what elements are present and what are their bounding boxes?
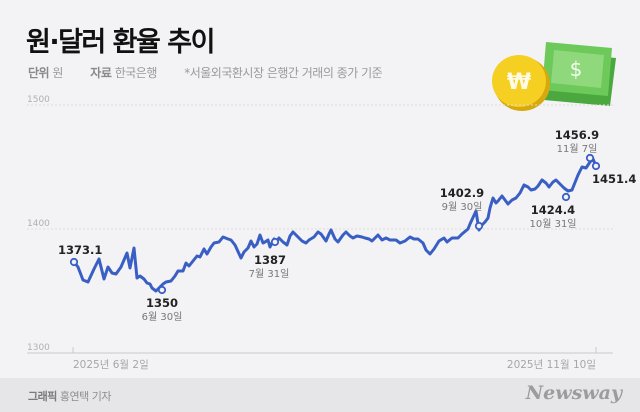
annotation-date-nov7: 11월 7일 xyxy=(557,143,598,155)
x-label-start: 2025년 6월 2일 xyxy=(73,358,149,371)
annotations: 1373.1 1350 6월 30일 1387 7월 31일 1402.9 9월… xyxy=(58,128,636,323)
gridlines xyxy=(27,104,613,354)
annotation-date-sep30: 9월 30일 xyxy=(442,201,483,213)
annotation-date-jul31: 7월 31일 xyxy=(249,268,290,280)
highlight-markers xyxy=(69,153,601,295)
currency-illustration: $ ₩ xyxy=(492,42,616,111)
dollar-bill-icon: $ xyxy=(542,42,616,106)
unit-label: 단위 xyxy=(28,66,50,80)
newsway-logo: Newsway xyxy=(525,382,622,404)
marker-jul31 xyxy=(270,237,280,247)
annotation-value-oct31: 1424.4 xyxy=(531,203,575,217)
exchange-rate-line xyxy=(72,157,598,293)
chart-meta: 단위 원 자료 한국은행 *서울외국환시장 은행간 거래의 종가 기준 xyxy=(28,64,394,81)
unit-value: 원 xyxy=(52,66,63,80)
annotation-value-jun30: 1350 xyxy=(146,296,178,310)
won-coin-icon: ₩ xyxy=(492,55,550,111)
source-label: 자료 xyxy=(90,66,112,80)
credit-name: 홍연택 기자 xyxy=(59,390,112,403)
x-label-end: 2025년 11월 10일 xyxy=(507,358,596,371)
svg-text:$: $ xyxy=(570,57,583,81)
annotation-value-end: 1451.4 xyxy=(592,172,636,186)
svg-text:₩: ₩ xyxy=(507,70,531,95)
annotation-value-start: 1373.1 xyxy=(58,243,102,257)
graphic-credit: 그래픽 홍연택 기자 xyxy=(28,388,111,404)
marker-sep30 xyxy=(474,221,484,231)
marker-jun30 xyxy=(157,285,167,295)
footer: 그래픽 홍연택 기자 Newsway xyxy=(0,378,640,412)
marker-nov7 xyxy=(585,153,595,163)
annotation-value-jul31: 1387 xyxy=(254,253,286,267)
y-tick-1400: 1400 xyxy=(27,219,50,229)
marker-start xyxy=(69,257,79,267)
marker-end xyxy=(591,161,601,171)
source-value: 한국은행 xyxy=(114,66,158,80)
marker-oct31 xyxy=(561,192,571,202)
source-note: *서울외국환시장 은행간 거래의 종가 기준 xyxy=(184,66,383,80)
y-tick-1500: 1500 xyxy=(27,95,50,105)
annotation-date-oct31: 10월 31일 xyxy=(529,218,576,230)
annotation-value-sep30: 1402.9 xyxy=(440,186,484,200)
page-title: 원·달러 환율 추이 xyxy=(26,27,215,58)
annotation-value-nov7: 1456.9 xyxy=(555,128,599,142)
y-tick-1300: 1300 xyxy=(27,343,50,353)
credit-label: 그래픽 xyxy=(28,390,57,403)
annotation-date-jun30: 6월 30일 xyxy=(142,311,183,323)
